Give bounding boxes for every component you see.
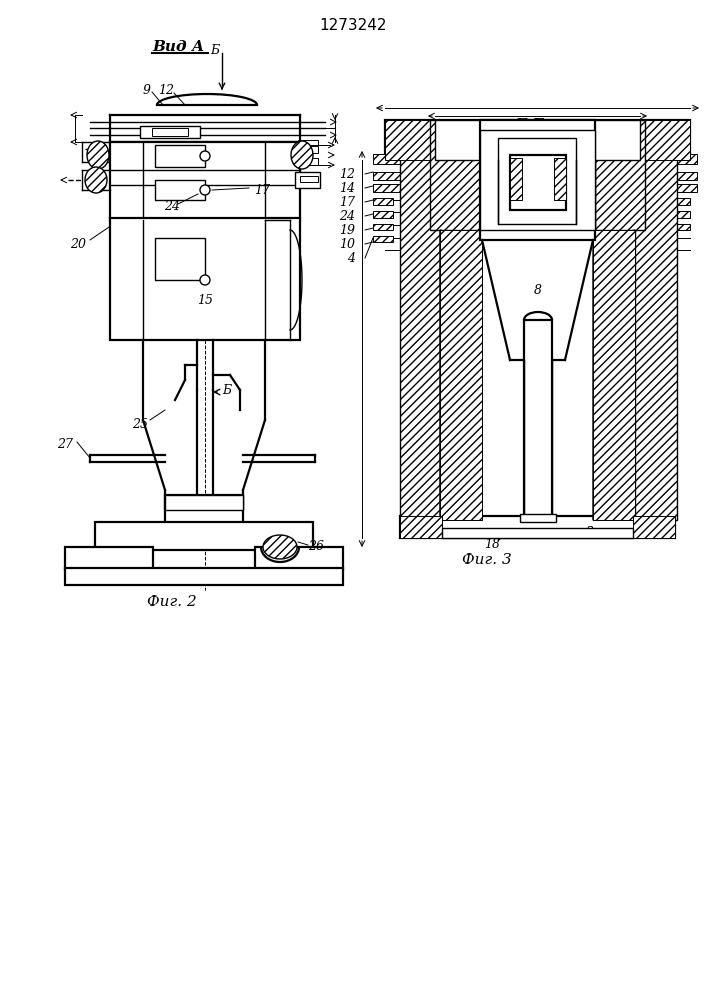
Bar — [635, 140, 677, 520]
Circle shape — [200, 185, 210, 195]
Bar — [255, 547, 343, 570]
Bar — [385, 120, 435, 160]
Bar — [298, 140, 318, 145]
Text: 1273242: 1273242 — [320, 17, 387, 32]
Ellipse shape — [263, 535, 297, 559]
Bar — [155, 145, 205, 167]
Text: 24: 24 — [339, 210, 355, 223]
Bar — [300, 176, 318, 182]
Bar — [373, 154, 400, 164]
Bar — [165, 495, 243, 525]
Text: Б-Б: Б-Б — [515, 118, 545, 132]
Circle shape — [200, 151, 210, 161]
Bar — [633, 516, 675, 538]
Text: Фиг. 3: Фиг. 3 — [462, 553, 512, 567]
Text: Фиг. 2: Фиг. 2 — [147, 595, 197, 609]
Text: 4: 4 — [347, 251, 355, 264]
Bar — [152, 128, 188, 136]
Text: 14: 14 — [339, 182, 355, 194]
Bar — [400, 516, 675, 538]
Bar — [640, 120, 690, 160]
Polygon shape — [440, 230, 482, 520]
Bar — [520, 514, 556, 522]
Text: 24: 24 — [164, 200, 180, 214]
Bar — [675, 198, 690, 205]
Text: 10: 10 — [339, 237, 355, 250]
Bar — [110, 218, 300, 340]
Text: 3: 3 — [586, 526, 594, 538]
Bar — [435, 120, 640, 160]
Ellipse shape — [87, 141, 109, 169]
Bar — [593, 230, 635, 520]
Circle shape — [200, 275, 210, 285]
Bar — [373, 198, 393, 205]
Bar — [298, 158, 318, 165]
Text: 27: 27 — [57, 438, 73, 452]
Bar — [400, 140, 440, 520]
Text: Б: Б — [223, 383, 232, 396]
Bar — [295, 172, 320, 188]
Bar — [440, 230, 482, 520]
Text: 9: 9 — [143, 84, 151, 97]
Bar — [595, 120, 645, 230]
Text: 12: 12 — [339, 167, 355, 180]
Polygon shape — [593, 230, 635, 520]
Text: 18: 18 — [484, 538, 500, 552]
Bar — [510, 155, 566, 210]
Text: 20: 20 — [70, 238, 86, 251]
Bar — [65, 547, 153, 570]
Bar — [498, 138, 576, 224]
Bar — [298, 146, 318, 153]
Bar — [373, 236, 393, 242]
Bar — [524, 320, 552, 520]
Text: 25: 25 — [132, 418, 148, 432]
Bar — [675, 154, 697, 164]
Text: 12: 12 — [158, 84, 174, 97]
Text: Вид А: Вид А — [152, 40, 204, 54]
Text: 17: 17 — [339, 196, 355, 209]
Bar — [110, 142, 300, 220]
Text: 26: 26 — [308, 540, 324, 554]
Bar — [400, 516, 442, 538]
Bar — [510, 158, 522, 200]
Text: 1: 1 — [486, 125, 494, 138]
Bar — [675, 211, 690, 218]
Bar — [373, 172, 400, 180]
Bar — [140, 126, 200, 138]
Bar — [675, 172, 697, 180]
Bar — [430, 120, 480, 230]
Ellipse shape — [85, 167, 107, 193]
Bar — [385, 120, 690, 160]
Bar — [155, 238, 205, 280]
Bar — [373, 211, 393, 218]
Bar — [675, 224, 690, 230]
Bar — [480, 130, 595, 230]
Bar — [373, 184, 400, 192]
Bar — [480, 120, 595, 240]
Bar — [675, 184, 697, 192]
Text: 19: 19 — [339, 224, 355, 236]
Bar — [65, 568, 343, 585]
Bar — [155, 180, 205, 200]
Bar — [442, 528, 633, 538]
Text: Б: Б — [211, 43, 220, 56]
Text: 8: 8 — [534, 284, 542, 296]
Bar — [373, 224, 393, 230]
Text: 17: 17 — [254, 184, 270, 196]
Bar — [165, 495, 243, 510]
Text: 15: 15 — [197, 294, 213, 306]
Bar — [554, 158, 566, 200]
Ellipse shape — [291, 141, 313, 169]
Bar — [95, 522, 313, 550]
